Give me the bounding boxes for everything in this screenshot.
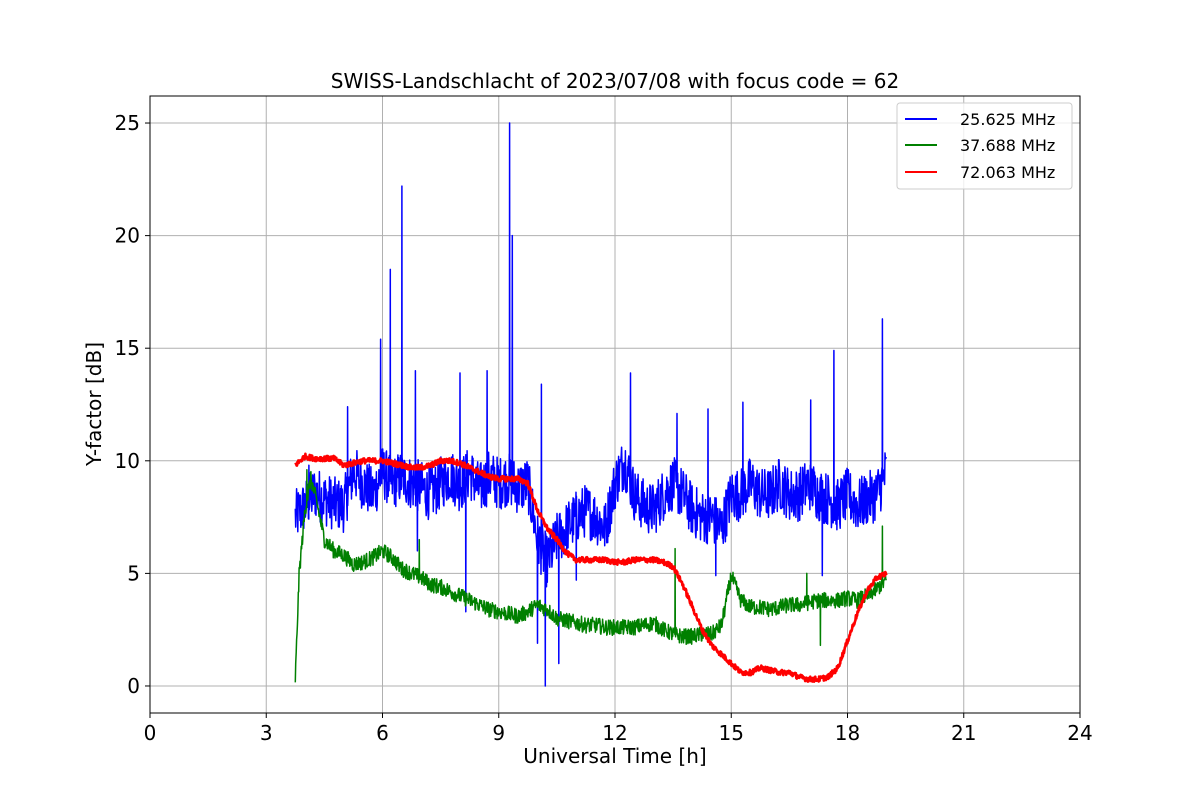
x-tick-label-8: 24 (1067, 721, 1092, 745)
x-tick-label-5: 15 (719, 721, 744, 745)
legend-label-2: 72.063 MHz (960, 163, 1055, 182)
y-tick-label-0: 0 (127, 674, 140, 698)
x-axis-label: Universal Time [h] (523, 744, 706, 768)
y-tick-label-3: 15 (115, 336, 140, 360)
y-tick-label-2: 10 (115, 449, 140, 473)
legend-box (896, 102, 1073, 190)
series-layer (294, 122, 888, 687)
x-tick-label-7: 21 (951, 721, 976, 745)
legend-label-1: 37.688 MHz (960, 136, 1055, 155)
y-tick-label-4: 20 (115, 224, 140, 248)
series-line-0 (294, 122, 888, 687)
x-tick-label-1: 3 (260, 721, 273, 745)
x-tick-label-6: 18 (835, 721, 860, 745)
legend-label-0: 25.625 MHz (960, 110, 1055, 129)
tick-layer: 0 3 6 9 12 15 18 21 24 0 5 10 15 20 25 (115, 111, 1093, 745)
x-tick-label-4: 12 (602, 721, 627, 745)
y-tick-label-5: 25 (115, 111, 140, 135)
chart-title: SWISS-Landschlacht of 2023/07/08 with fo… (331, 69, 899, 93)
series-line-1 (294, 469, 887, 683)
x-tick-label-0: 0 (144, 721, 157, 745)
legend: 25.625 MHz 37.688 MHz 72.063 MHz (896, 102, 1073, 190)
x-tick-label-2: 6 (376, 721, 389, 745)
series-line-2 (294, 452, 888, 683)
x-tick-label-3: 9 (492, 721, 505, 745)
y-tick-label-1: 5 (127, 561, 140, 585)
y-axis-label: Y-factor [dB] (82, 342, 106, 467)
